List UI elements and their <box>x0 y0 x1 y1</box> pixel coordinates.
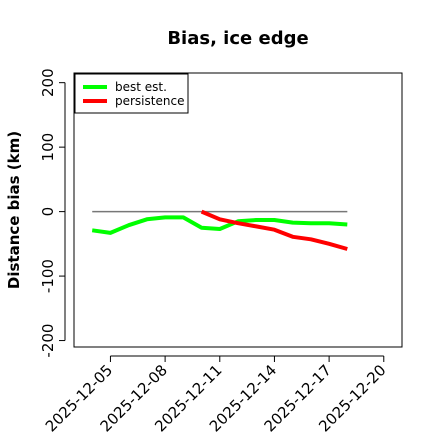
y-axis-label: Distance bias (km) <box>5 131 23 289</box>
plot-area <box>91 209 348 251</box>
chart-title: Bias, ice edge <box>167 28 308 49</box>
y-tick-label: -200 <box>39 324 57 358</box>
y-tick-label: 100 <box>39 133 57 162</box>
series-line-persistence <box>200 209 348 251</box>
y-tick-label: 0 <box>39 207 57 217</box>
x-axis: 2025-12-052025-12-082025-12-112025-12-14… <box>42 355 390 435</box>
series-line-best-est <box>91 215 348 235</box>
legend-label-best-est: best est. <box>115 80 167 94</box>
legend-label-persistence: persistence <box>115 94 184 108</box>
plot-frame <box>73 72 403 348</box>
y-axis: -200 -100 0 100 200 <box>39 68 66 358</box>
y-tick-label: 200 <box>39 68 57 97</box>
y-tick-label: -100 <box>39 259 57 293</box>
legend: best est.persistence <box>74 73 189 114</box>
legend-box <box>74 73 189 114</box>
